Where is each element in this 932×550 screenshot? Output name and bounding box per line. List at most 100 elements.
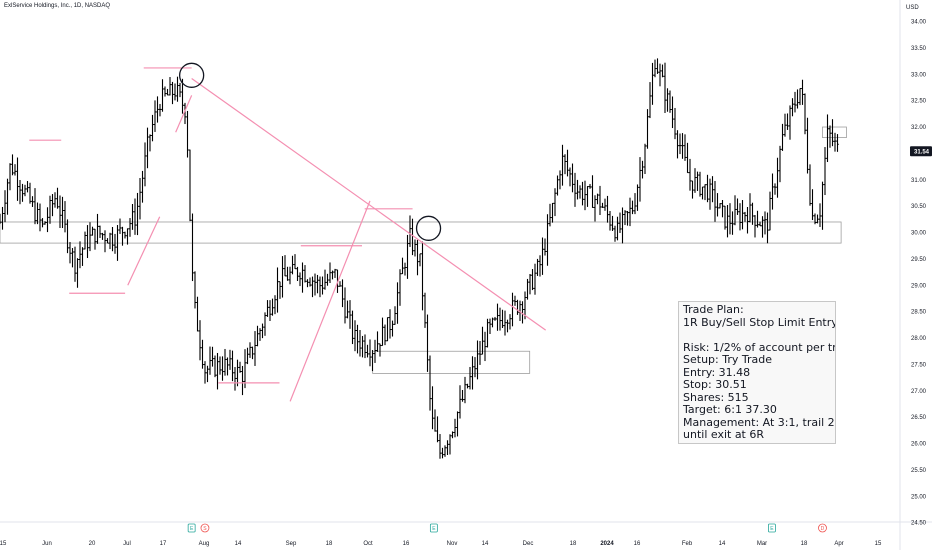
ohlc-bar — [768, 191, 772, 231]
ohlc-bar — [313, 273, 317, 296]
ohlc-bar — [381, 317, 384, 347]
time-tick-label: Feb — [682, 541, 693, 547]
ohlc-bar — [671, 96, 674, 129]
ohlc-bar — [506, 319, 509, 333]
ohlc-bar — [658, 63, 662, 87]
ohlc-bar — [331, 270, 334, 280]
ohlc-bar — [436, 416, 439, 443]
ohlc-bar — [668, 90, 672, 113]
ohlc-bar — [621, 207, 624, 244]
ohlc-bar — [333, 268, 337, 278]
ohlc-bar — [373, 339, 377, 363]
ohlc-bar — [36, 202, 39, 225]
ohlc-bar — [623, 210, 627, 226]
ohlc-bar — [611, 215, 614, 231]
ohlc-bar — [483, 331, 487, 362]
trade-plan-line: Stop: 30.51 — [683, 378, 747, 391]
ohlc-bar — [166, 88, 169, 96]
trade-plan-line: Target: 6:1 37.30 — [683, 403, 777, 416]
time-axis[interactable]: 15 Jun 20 Jul 17 Aug 14 Sep 18 Oct 16 Nov 14 Dec 18 202… — [0, 541, 882, 547]
pivot-circle — [178, 62, 205, 88]
ohlc-bar — [141, 170, 144, 203]
ohlc-bar — [626, 210, 629, 226]
ohlc-bar — [683, 134, 687, 161]
support-resistance-zone — [0, 221, 842, 244]
ohlc-bar — [266, 300, 269, 317]
ohlc-bar — [481, 326, 484, 355]
ohlc-bar — [268, 300, 272, 321]
ohlc-bar — [646, 109, 649, 149]
ohlc-bar — [28, 182, 32, 204]
price-tick-label: 29.50 — [911, 257, 927, 263]
time-tick-label: Jun — [42, 541, 52, 547]
ohlc-bar — [221, 356, 224, 381]
ohlc-bar — [731, 211, 734, 235]
trade-plan-line: Entry: 31.48 — [683, 365, 751, 379]
ohlc-bar — [743, 211, 747, 222]
ohlc-bar — [153, 100, 157, 132]
price-tick-label: 28.50 — [911, 310, 927, 316]
ohlc-bar — [441, 447, 444, 459]
ohlc-bar — [676, 130, 679, 159]
trade-plan-note[interactable]: Trade Plan: 1R Buy/Sell Stop Limit Entry… — [678, 301, 836, 444]
ohlc-bar — [573, 172, 577, 207]
ohlc-bar — [603, 198, 607, 211]
ohlc-bars — [0, 58, 839, 459]
ohlc-bar — [816, 214, 819, 224]
ohlc-bar — [291, 255, 294, 275]
ohlc-bar — [86, 225, 89, 259]
ohlc-bar — [51, 194, 54, 217]
ohlc-bar — [428, 355, 432, 411]
ohlc-bar — [118, 218, 122, 234]
ohlc-bar — [663, 62, 667, 114]
ohlc-bar — [111, 227, 114, 252]
time-tick-label: Aug — [199, 541, 210, 547]
trend-line — [175, 95, 193, 133]
ohlc-bar — [176, 76, 179, 102]
ohlc-bar — [451, 431, 454, 439]
ohlc-bar — [81, 247, 84, 266]
price-axis[interactable]: 34.0033.5033.0032.5032.0031.5031.0030.50… — [910, 20, 932, 527]
ohlc-bar — [33, 188, 37, 225]
ohlc-bar — [241, 365, 244, 396]
ohlc-bar — [628, 197, 632, 227]
price-tick-label: 33.00 — [911, 72, 927, 78]
ohlc-bar — [818, 203, 822, 227]
trade-plan-line: 1R Buy/Sell Stop Limit Entry — [683, 315, 836, 329]
ohlc-bar — [741, 200, 744, 230]
ohlc-bar — [358, 329, 362, 357]
ohlc-bar — [448, 434, 452, 455]
ohlc-bar — [103, 230, 107, 253]
ohlc-bar — [711, 176, 714, 203]
ohlc-bar — [161, 79, 164, 112]
ohlc-bar — [531, 269, 534, 291]
time-tick-label: Jul — [123, 541, 131, 547]
ohlc-bar — [353, 320, 357, 352]
ohlc-bar — [713, 180, 717, 222]
ohlc-bar — [296, 266, 299, 282]
ohlc-bar — [251, 346, 254, 360]
ohlc-bar — [346, 300, 349, 319]
ohlc-bar — [16, 157, 19, 201]
price-tick-label: 26.50 — [911, 415, 927, 421]
price-tick-label: 27.00 — [911, 389, 927, 395]
ohlc-bar — [471, 356, 474, 390]
ohlc-bar — [463, 376, 467, 404]
ohlc-bar — [813, 213, 817, 225]
earnings-marker: E — [187, 523, 196, 533]
ohlc-bar — [101, 232, 104, 240]
price-tick-label: 29.00 — [911, 283, 927, 289]
ohlc-bar — [61, 196, 64, 229]
ohlc-bar — [738, 203, 742, 231]
ohlc-bar — [786, 113, 789, 130]
ohlc-bar — [703, 184, 707, 201]
ohlc-bar — [493, 316, 497, 321]
ohlc-bar — [733, 195, 737, 226]
ohlc-bar — [591, 175, 594, 208]
ohlc-bar — [821, 181, 824, 230]
ohlc-bar — [203, 361, 207, 384]
ohlc-bar — [253, 331, 257, 366]
ohlc-bar — [803, 93, 807, 135]
ohlc-bar — [831, 119, 834, 147]
